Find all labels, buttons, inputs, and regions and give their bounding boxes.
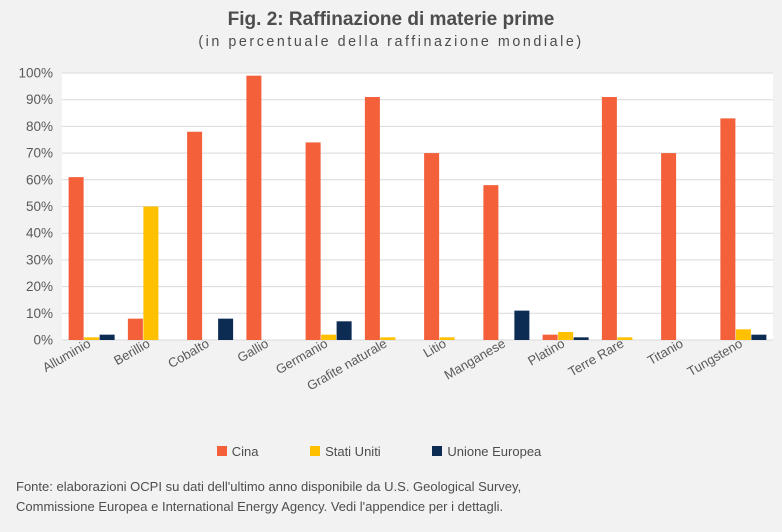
svg-text:90%: 90%	[26, 92, 53, 107]
svg-text:Platino: Platino	[525, 336, 567, 369]
svg-text:60%: 60%	[26, 172, 53, 187]
svg-text:Cobalto: Cobalto	[165, 336, 211, 371]
svg-text:20%: 20%	[26, 279, 53, 294]
svg-text:10%: 10%	[26, 306, 53, 321]
svg-text:40%: 40%	[26, 226, 53, 241]
svg-text:100%: 100%	[18, 66, 53, 81]
svg-text:Manganese: Manganese	[442, 336, 508, 383]
svg-text:0%: 0%	[33, 333, 53, 348]
svg-text:Tungsteno: Tungsteno	[685, 336, 745, 379]
svg-text:80%: 80%	[26, 119, 53, 134]
svg-text:30%: 30%	[26, 252, 53, 267]
svg-text:70%: 70%	[26, 146, 53, 161]
svg-text:50%: 50%	[26, 199, 53, 214]
svg-text:Terre Rare: Terre Rare	[566, 336, 627, 380]
